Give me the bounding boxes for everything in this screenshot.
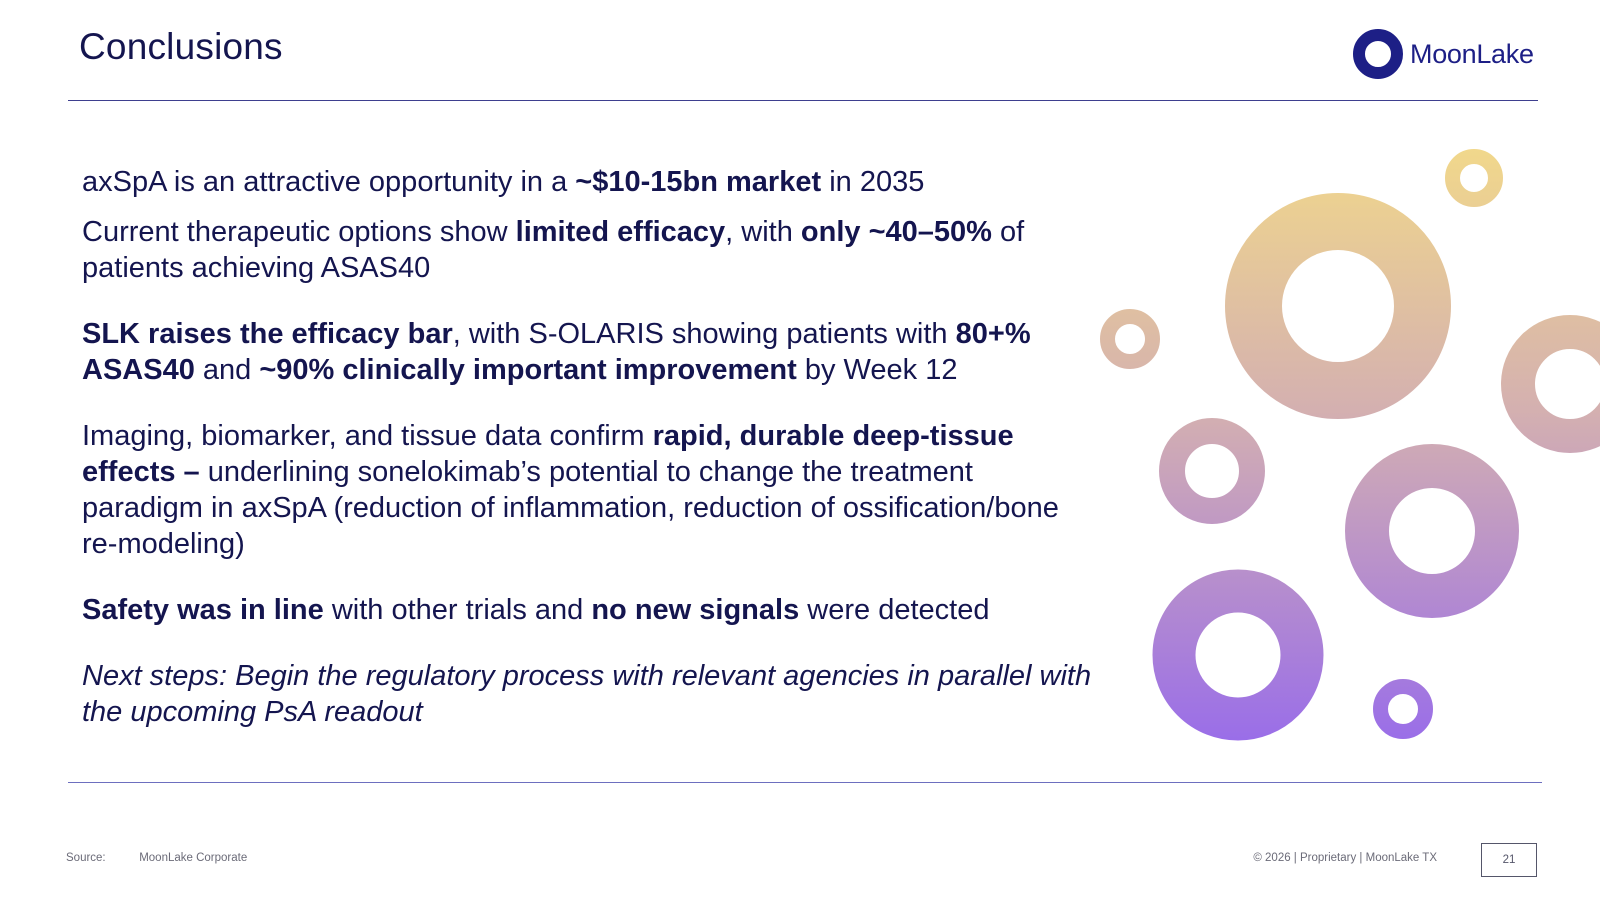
bullet-3: SLK raises the efficacy bar, with S-OLAR… xyxy=(82,316,1092,388)
ring-decoration xyxy=(1501,315,1600,453)
text-segment: Current therapeutic options show xyxy=(82,216,516,248)
ring-decoration xyxy=(1445,149,1503,207)
text-segment: with other trials and xyxy=(323,594,592,626)
ring-decoration xyxy=(1225,193,1451,419)
bold-text: no new signals xyxy=(591,594,800,626)
bullet-5: Safety was in line with other trials and… xyxy=(82,592,1092,628)
source-value: MoonLake Corporate xyxy=(139,852,248,864)
text-segment: of patients achieving ASAS40 xyxy=(82,216,1025,284)
bold-text: ~90% clinically important improvement xyxy=(259,354,797,386)
moonlake-logo-icon xyxy=(1353,29,1403,79)
bullet-next-steps: Next steps: Begin the regulatory process… xyxy=(82,658,1092,730)
bottom-divider xyxy=(68,782,1542,783)
decorative-rings xyxy=(1100,149,1600,741)
text-segment: , with xyxy=(725,216,801,248)
text-segment: Next steps: Begin the regulatory process… xyxy=(82,660,1092,728)
text-segment: , with S-OLARIS showing patients with xyxy=(452,318,956,350)
footer-copyright: © 2026 | Proprietary | MoonLake TX xyxy=(1253,852,1437,864)
ring-decoration xyxy=(1100,309,1160,369)
bold-text: ~$10-15bn market xyxy=(575,166,822,198)
ring-decoration xyxy=(1159,418,1265,524)
bold-text: limited efficacy xyxy=(515,216,726,248)
text-segment: Imaging, biomarker, and tissue data conf… xyxy=(82,420,653,452)
bullet-4: Imaging, biomarker, and tissue data conf… xyxy=(82,418,1092,562)
bullet-2: Current therapeutic options show limited… xyxy=(82,214,1092,286)
text-segment: axSpA is an attractive opportunity in a xyxy=(82,166,576,198)
bold-text: Safety was in line xyxy=(82,594,324,626)
conclusions-list: axSpA is an attractive opportunity in a … xyxy=(82,164,1092,730)
logo-text: MoonLake xyxy=(1410,38,1534,69)
source-label: Source: xyxy=(66,852,106,864)
bold-text: rapid, durable deep-tissue effects – xyxy=(82,420,1014,488)
page-number: 21 xyxy=(1481,843,1537,877)
ring-decoration xyxy=(1345,444,1519,618)
page-title: Conclusions xyxy=(79,26,283,67)
bold-text: SLK raises the efficacy bar xyxy=(82,318,453,350)
bold-text: only ~40–50% xyxy=(800,216,992,248)
moonlake-logo: MoonLake xyxy=(1353,28,1534,80)
text-segment: in 2035 xyxy=(821,166,925,198)
text-segment: and xyxy=(194,354,260,386)
text-segment: were detected xyxy=(799,594,990,626)
bullet-1: axSpA is an attractive opportunity in a … xyxy=(82,164,1092,200)
ring-decoration xyxy=(1373,679,1433,739)
text-segment: by Week 12 xyxy=(796,354,958,386)
footer-source: Source: MoonLake Corporate xyxy=(66,852,247,864)
top-divider xyxy=(68,100,1538,101)
text-segment: underlining sonelokimab’s potential to c… xyxy=(82,456,1059,560)
ring-decoration xyxy=(1152,569,1324,741)
bold-text: 80+% ASAS40 xyxy=(82,318,1031,386)
